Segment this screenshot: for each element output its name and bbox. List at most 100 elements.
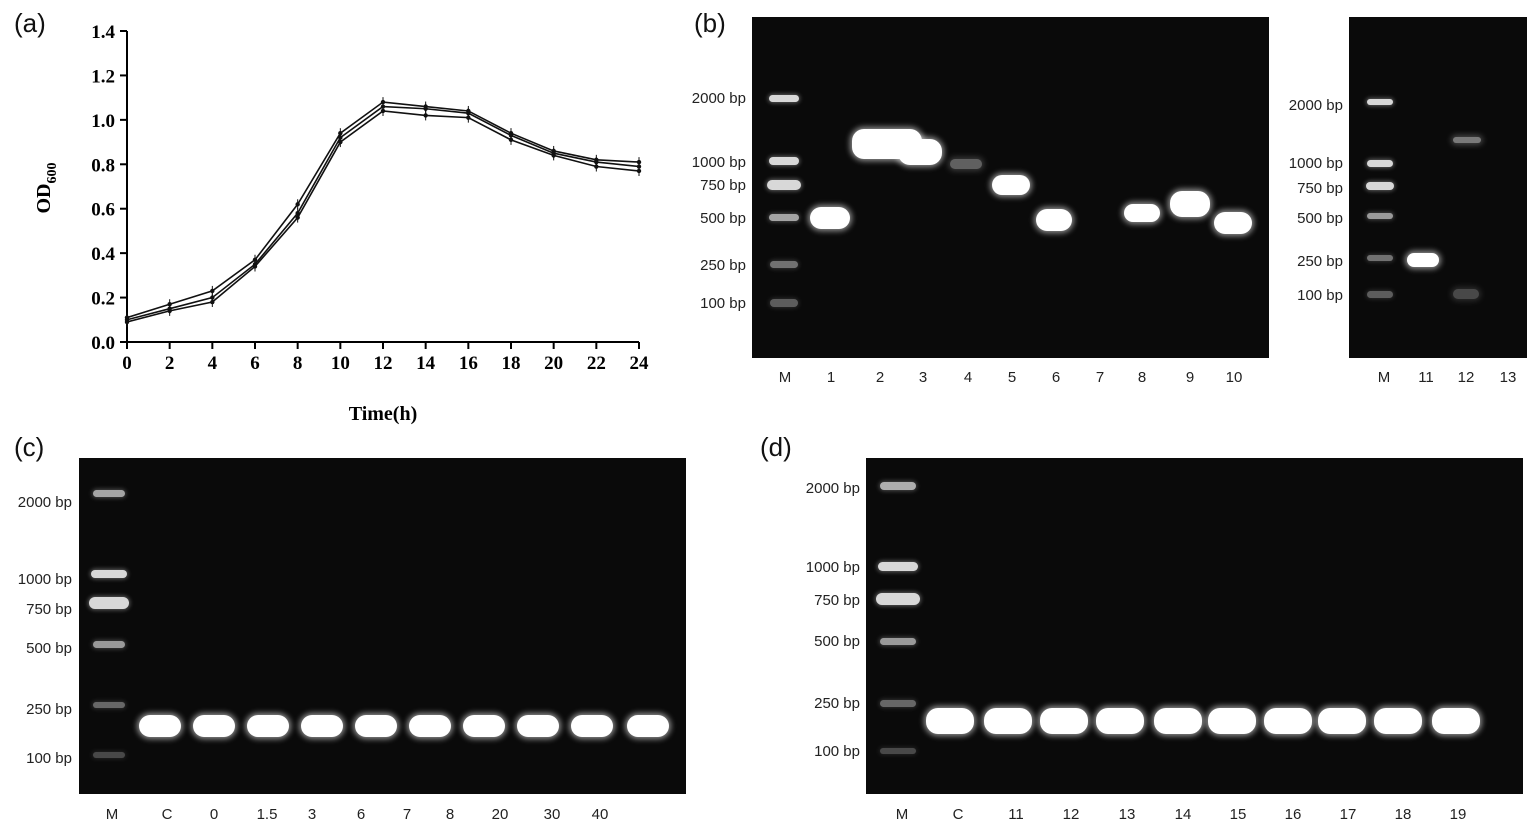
sample-band [1374,708,1422,734]
lane-label: 10 [1225,369,1243,386]
marker-band [767,180,801,190]
sample-band [1407,253,1439,267]
data-point [594,164,599,169]
size-label: 2000 bp [805,480,860,497]
data-point [295,215,300,220]
marker-band [769,95,799,102]
x-axis-label: Time(h) [349,403,418,425]
data-point [380,108,386,114]
y-tick-label: 0.6 [91,200,115,221]
lane-label: M [778,369,792,386]
chart-axes: 0 2 4 6 8 10 12 14 16 18 20 22 240.00.20.40.60.81.01… [91,22,649,374]
panel-label-d: (d) [760,432,792,462]
lane-label: 2 [875,369,885,386]
sample-band [1040,708,1088,734]
size-label: 1000 bp [1288,155,1343,172]
panel-label-c: (c) [14,432,45,462]
sample-band [1264,708,1312,734]
size-label: 1000 bp [17,571,72,588]
sample-band [517,715,559,737]
sample-band [627,715,669,737]
y-tick-label: 1.0 [91,111,115,132]
marker-band [1367,255,1393,261]
lane-label: 1.5 [256,806,278,823]
data-point [252,264,258,269]
x-tick-label: 2 [165,353,175,374]
marker-band [880,638,916,645]
lane-label: 9 [1185,369,1195,386]
marker-band [1367,160,1393,167]
size-label: 750 bp [26,601,72,618]
sample-band [1170,191,1210,217]
size-label: 750 bp [700,177,746,194]
x-tick-label: 24 [630,353,650,374]
y-tick-label: 0.8 [91,155,115,176]
marker-band [1367,213,1393,219]
sample-band [1124,204,1160,222]
growth-curve-chart: 0 2 4 6 8 10 12 14 16 18 20 22 240.00.20.40.60.81.01… [33,22,649,425]
sample-band [992,175,1030,195]
size-label: 100 bp [700,295,746,312]
lane-label: 8 [445,806,455,823]
size-label: 100 bp [1297,287,1343,304]
sample-band [926,708,974,734]
y-tick-label: 0.4 [91,244,115,265]
size-label: 2000 bp [1288,97,1343,114]
lane-label: 12 [1457,369,1475,386]
lane-label: 30 [543,806,561,823]
marker-band [880,748,916,754]
data-point [466,115,471,120]
sample-band [571,715,613,737]
size-label: 2000 bp [17,494,72,511]
lane-label: 40 [591,806,609,823]
size-label: 500 bp [1297,210,1343,227]
data-point [423,106,428,111]
sample-band [1432,708,1480,734]
size-label: 500 bp [26,640,72,657]
lane-label: 11 [1418,369,1434,386]
lane-label: 15 [1229,806,1247,823]
sample-band [1208,708,1256,734]
sample-band [984,708,1032,734]
lane-label: 12 [1062,806,1080,823]
size-label: 750 bp [814,592,860,609]
lane-label: 19 [1449,806,1467,823]
size-label: 1000 bp [691,154,746,171]
lane-label: 17 [1339,806,1357,823]
x-tick-label: 18 [502,353,521,374]
sample-band [1453,137,1481,143]
data-point [423,113,428,118]
sample-band [355,715,397,737]
marker-band [93,752,125,758]
size-label: 250 bp [700,257,746,274]
lane-label: M [895,806,909,823]
lane-label: 6 [356,806,366,823]
lane-label: C [952,806,964,823]
x-tick-label: 6 [250,353,260,374]
size-label: 500 bp [814,633,860,650]
marker-band [89,597,129,609]
size-label: 250 bp [814,695,860,712]
size-label: 500 bp [700,210,746,227]
data-point [167,308,172,314]
series-line-2 [126,105,640,321]
gel-c-image [79,458,686,794]
chart-series [124,97,642,328]
marker-band [93,641,125,648]
marker-band [770,261,798,268]
x-tick-label: 14 [416,353,436,374]
data-point [210,288,215,294]
series-line-3 [126,110,640,323]
lane-label: 3 [918,369,928,386]
sample-band [139,715,181,737]
x-tick-label: 10 [331,353,350,374]
y-tick-label: 1.2 [91,66,115,87]
lane-label: 6 [1051,369,1061,386]
size-label: 1000 bp [805,559,860,576]
size-label: 2000 bp [691,90,746,107]
lane-label: 7 [1095,369,1105,386]
marker-band [93,490,125,497]
sample-band [409,715,451,737]
x-tick-label: 20 [544,353,563,374]
x-tick-label: 16 [459,353,478,374]
